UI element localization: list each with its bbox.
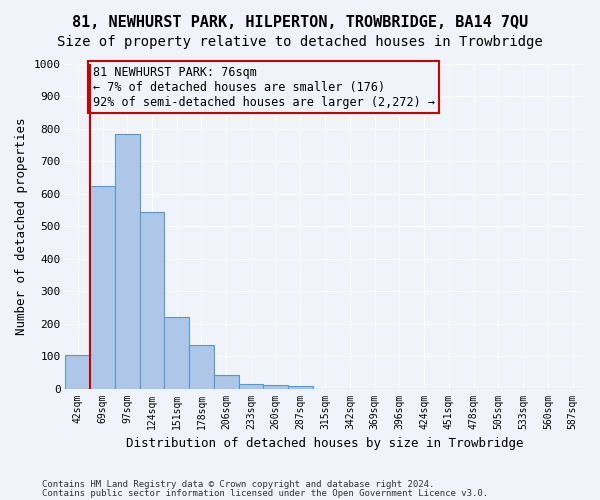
Text: 81, NEWHURST PARK, HILPERTON, TROWBRIDGE, BA14 7QU: 81, NEWHURST PARK, HILPERTON, TROWBRIDGE… [72, 15, 528, 30]
Bar [239, 384, 263, 388]
Bar [189, 344, 214, 389]
Text: 81 NEWHURST PARK: 76sqm
← 7% of detached houses are smaller (176)
92% of semi-de: 81 NEWHURST PARK: 76sqm ← 7% of detached… [92, 66, 434, 108]
Y-axis label: Number of detached properties: Number of detached properties [15, 118, 28, 335]
Bar [214, 375, 239, 388]
Bar [263, 385, 288, 388]
Bar [140, 212, 164, 388]
Text: Contains public sector information licensed under the Open Government Licence v3: Contains public sector information licen… [42, 488, 488, 498]
Bar [288, 386, 313, 388]
Bar [164, 317, 189, 388]
X-axis label: Distribution of detached houses by size in Trowbridge: Distribution of detached houses by size … [127, 437, 524, 450]
Bar [90, 186, 115, 388]
Text: Size of property relative to detached houses in Trowbridge: Size of property relative to detached ho… [57, 35, 543, 49]
Text: Contains HM Land Registry data © Crown copyright and database right 2024.: Contains HM Land Registry data © Crown c… [42, 480, 434, 489]
Bar [65, 355, 90, 388]
Bar [115, 134, 140, 388]
